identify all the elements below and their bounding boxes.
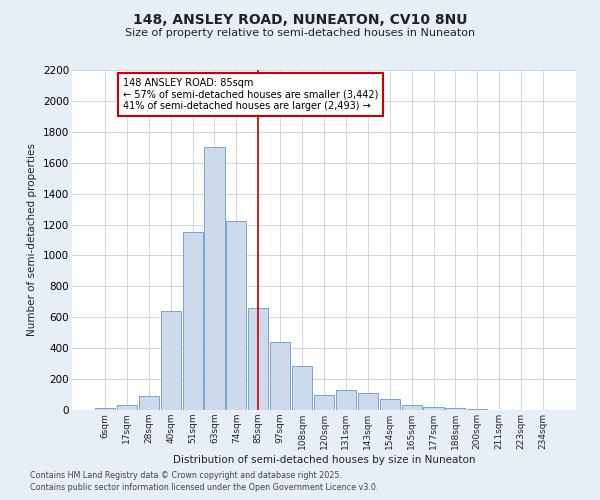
- Bar: [424, 407, 443, 410]
- Text: Size of property relative to semi-detached houses in Nuneaton: Size of property relative to semi-detach…: [125, 28, 475, 38]
- Bar: [380, 399, 400, 410]
- Bar: [292, 366, 312, 410]
- Bar: [467, 409, 487, 410]
- Bar: [226, 222, 247, 410]
- Bar: [139, 396, 159, 410]
- Text: 148, ANSLEY ROAD, NUNEATON, CV10 8NU: 148, ANSLEY ROAD, NUNEATON, CV10 8NU: [133, 12, 467, 26]
- Bar: [117, 406, 137, 410]
- Bar: [314, 394, 334, 410]
- Bar: [161, 311, 181, 410]
- Bar: [358, 393, 378, 410]
- Y-axis label: Number of semi-detached properties: Number of semi-detached properties: [28, 144, 37, 336]
- Bar: [205, 148, 224, 410]
- Bar: [336, 390, 356, 410]
- X-axis label: Distribution of semi-detached houses by size in Nuneaton: Distribution of semi-detached houses by …: [173, 454, 475, 464]
- Bar: [248, 308, 268, 410]
- Bar: [95, 408, 115, 410]
- Text: 148 ANSLEY ROAD: 85sqm
← 57% of semi-detached houses are smaller (3,442)
41% of : 148 ANSLEY ROAD: 85sqm ← 57% of semi-det…: [122, 78, 378, 111]
- Text: Contains HM Land Registry data © Crown copyright and database right 2025.: Contains HM Land Registry data © Crown c…: [30, 471, 342, 480]
- Bar: [401, 406, 422, 410]
- Bar: [182, 232, 203, 410]
- Bar: [270, 342, 290, 410]
- Bar: [445, 408, 466, 410]
- Text: Contains public sector information licensed under the Open Government Licence v3: Contains public sector information licen…: [30, 484, 379, 492]
